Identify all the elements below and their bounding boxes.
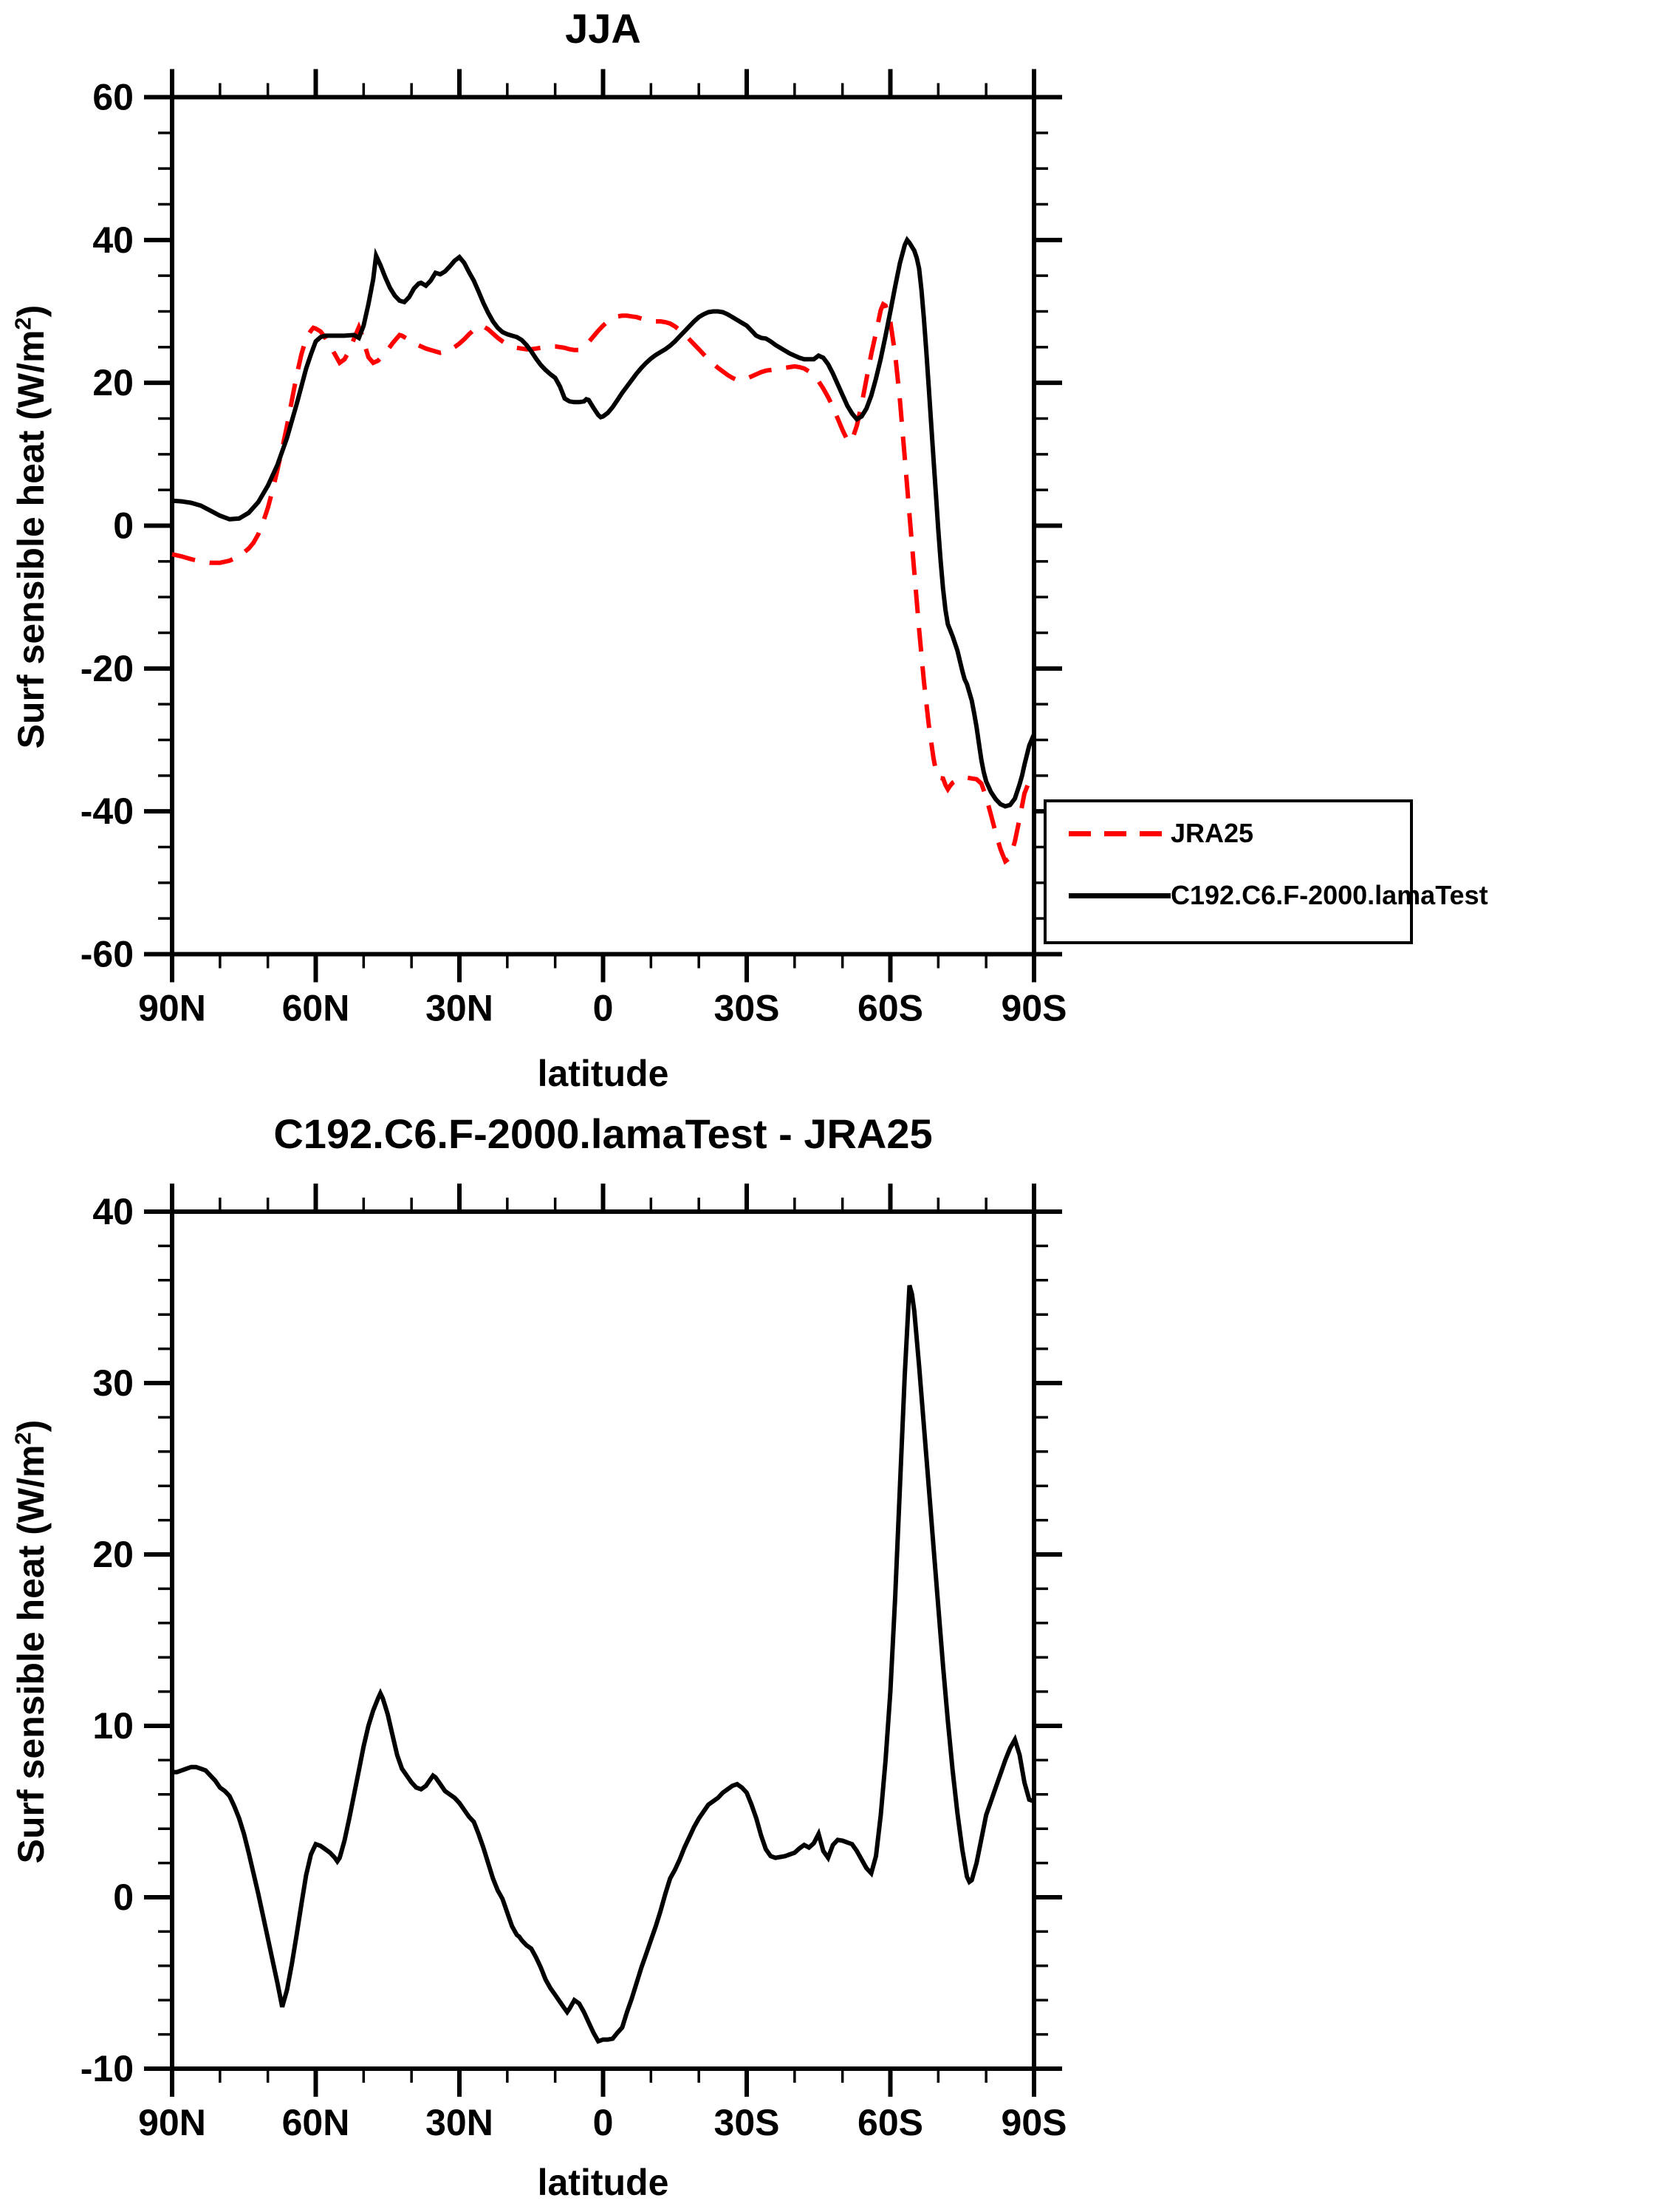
top-y-tick-label--60: -60 <box>81 934 134 975</box>
y-label-close: ) <box>10 1419 52 1433</box>
bottom-series-line-c192-c6-f-2000-lamatest-jra25 <box>172 1284 1036 2044</box>
top-y-tick-label-20: 20 <box>92 362 134 403</box>
top-panel-title: JJA <box>565 5 641 52</box>
bottom-x-tick-label-60S: 60S <box>858 2102 923 2143</box>
c192-solid-line-sample <box>1069 892 1171 898</box>
bottom-y-tick-label-20: 20 <box>92 1534 134 1575</box>
top-y-tick-label-40: 40 <box>92 219 134 261</box>
top-x-tick-label-30S: 30S <box>714 988 780 1029</box>
top-y-tick-label-0: 0 <box>113 505 134 547</box>
top-y-tick-label-60: 60 <box>92 77 134 118</box>
bottom-x-tick-label-30N: 30N <box>425 2102 493 2143</box>
top-panel-frame <box>170 95 1036 957</box>
legend-item-jra25: JRA25 <box>1069 819 1401 848</box>
top-x-tick-label-0: 0 <box>593 988 614 1029</box>
y-label-text: Surf sensible heat (W/m <box>10 1444 52 1864</box>
legend-box: JRA25 C192.C6.F-2000.lamaTest <box>1044 799 1488 944</box>
top-series-line-c192-c6-f-2000-lamatest <box>171 236 1036 809</box>
bottom-y-tick-label-40: 40 <box>92 1191 134 1232</box>
top-series-line-jra25 <box>171 301 1036 865</box>
bottom-y-tick-label-10: 10 <box>92 1705 134 1747</box>
bottom-y-tick-label-0: 0 <box>113 1877 134 1918</box>
bottom-y-tick-label--10: -10 <box>81 2048 134 2089</box>
bottom-panel-title: C192.C6.F-2000.lamaTest - JRA25 <box>273 1110 933 1157</box>
bottom-panel-y-axis-label: Surf sensible heat (W/m2) <box>10 1309 52 1974</box>
top-x-tick-label-30N: 30N <box>425 988 493 1029</box>
legend-item-c192: C192.C6.F-2000.lamaTest <box>1069 881 1488 910</box>
bottom-x-tick-label-60N: 60N <box>282 2102 350 2143</box>
y-label-superscript: 2 <box>10 1432 36 1445</box>
top-y-tick-label--20: -20 <box>81 648 134 689</box>
y-label-superscript: 2 <box>10 317 36 330</box>
top-x-tick-label-60N: 60N <box>282 988 350 1029</box>
legend-label-c192: C192.C6.F-2000.lamaTest <box>1171 880 1488 910</box>
bottom-x-tick-label-30S: 30S <box>714 2102 780 2143</box>
bottom-panel-frame <box>170 1209 1036 2071</box>
top-panel-y-axis-label: Surf sensible heat (W/m2) <box>10 194 52 859</box>
bottom-x-tick-label-0: 0 <box>593 2102 614 2143</box>
top-panel-x-axis-label: latitude <box>537 1053 669 1094</box>
bottom-x-tick-label-90N: 90N <box>138 2102 206 2143</box>
top-x-tick-label-90S: 90S <box>1002 988 1067 1029</box>
top-x-tick-label-60S: 60S <box>858 988 923 1029</box>
y-label-close: ) <box>10 304 52 318</box>
top-y-tick-label--40: -40 <box>81 791 134 832</box>
bottom-x-tick-label-90S: 90S <box>1002 2102 1067 2143</box>
legend-label-jra25: JRA25 <box>1171 818 1254 848</box>
bottom-y-tick-label-30: 30 <box>92 1362 134 1404</box>
bottom-panel-x-axis-label: latitude <box>537 2162 669 2203</box>
top-x-tick-label-90N: 90N <box>138 988 206 1029</box>
y-label-text: Surf sensible heat (W/m <box>10 330 52 749</box>
jra25-dashed-line-sample <box>1069 830 1171 836</box>
